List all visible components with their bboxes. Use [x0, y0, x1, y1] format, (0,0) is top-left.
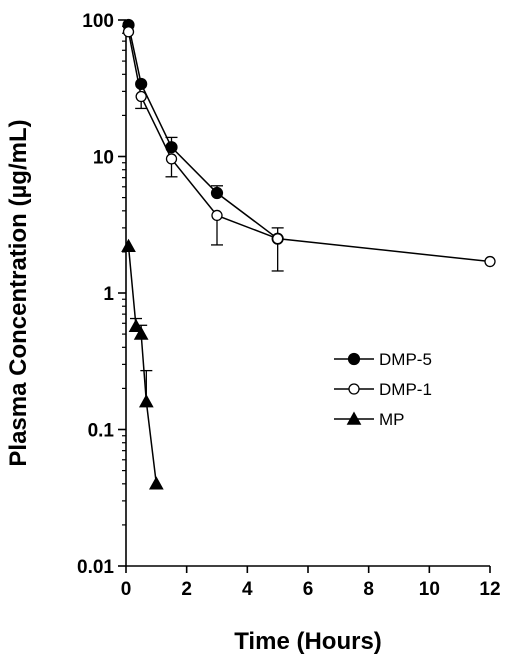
ticks	[118, 19, 491, 573]
x-tick-label: 6	[303, 579, 314, 600]
legend-label-dmp-5: DMP-5	[379, 350, 432, 369]
data-point-dmp-1	[484, 255, 496, 268]
y-tick-label: 0.01	[77, 557, 114, 578]
legend-item-dmp-5: DMP-5	[334, 350, 432, 369]
legend-marker-dmp-5	[347, 352, 361, 366]
y-tick-label: 0.1	[88, 421, 115, 442]
y-tick-label: 1	[103, 284, 114, 305]
data-point-mp	[128, 318, 144, 333]
legend-marker-mp	[346, 411, 362, 425]
data-point-dmp-1	[211, 209, 223, 222]
data-point-dmp-1	[122, 26, 135, 38]
x-tick-label: 8	[363, 579, 374, 600]
data-point-dmp-1	[135, 90, 147, 103]
series-mp	[121, 238, 164, 490]
legend: DMP-5 DMP-1 MP	[334, 350, 432, 429]
x-axis-title: Time (Hours)	[234, 628, 382, 655]
y-axis-title: Plasma Concentration (µg/mL)	[5, 119, 32, 466]
series-layer	[121, 18, 496, 490]
data-point-mp	[121, 238, 136, 252]
x-tick-label: 10	[419, 579, 440, 600]
series-line-mp	[127, 246, 158, 484]
legend-label-dmp-1: DMP-1	[379, 380, 432, 399]
x-tick-label: 12	[479, 579, 500, 600]
tick-labels: 0 2 4 6 8 10 12 0.01 0.1 1 10 100	[77, 11, 501, 600]
series-line-dmp-1	[127, 31, 491, 263]
axes	[125, 20, 490, 567]
series-dmp-5	[122, 18, 284, 272]
legend-label-mp: MP	[379, 410, 405, 429]
x-tick-label: 2	[181, 579, 192, 600]
data-point-dmp-1	[165, 153, 178, 165]
data-point-mp	[133, 326, 149, 340]
data-point-dmp-1	[272, 233, 284, 245]
y-tick-label: 100	[82, 11, 114, 32]
series-dmp-1	[122, 26, 496, 268]
data-point-dmp-5	[210, 186, 224, 200]
series-line-dmp-5	[127, 24, 279, 240]
legend-marker-dmp-1	[348, 383, 360, 395]
legend-item-mp: MP	[334, 410, 405, 429]
x-tick-label: 0	[121, 579, 132, 600]
data-point-mp	[148, 476, 164, 490]
legend-item-dmp-1: DMP-1	[334, 380, 432, 399]
x-tick-label: 4	[242, 579, 253, 600]
data-point-mp	[138, 394, 154, 408]
y-tick-label: 10	[93, 148, 114, 169]
